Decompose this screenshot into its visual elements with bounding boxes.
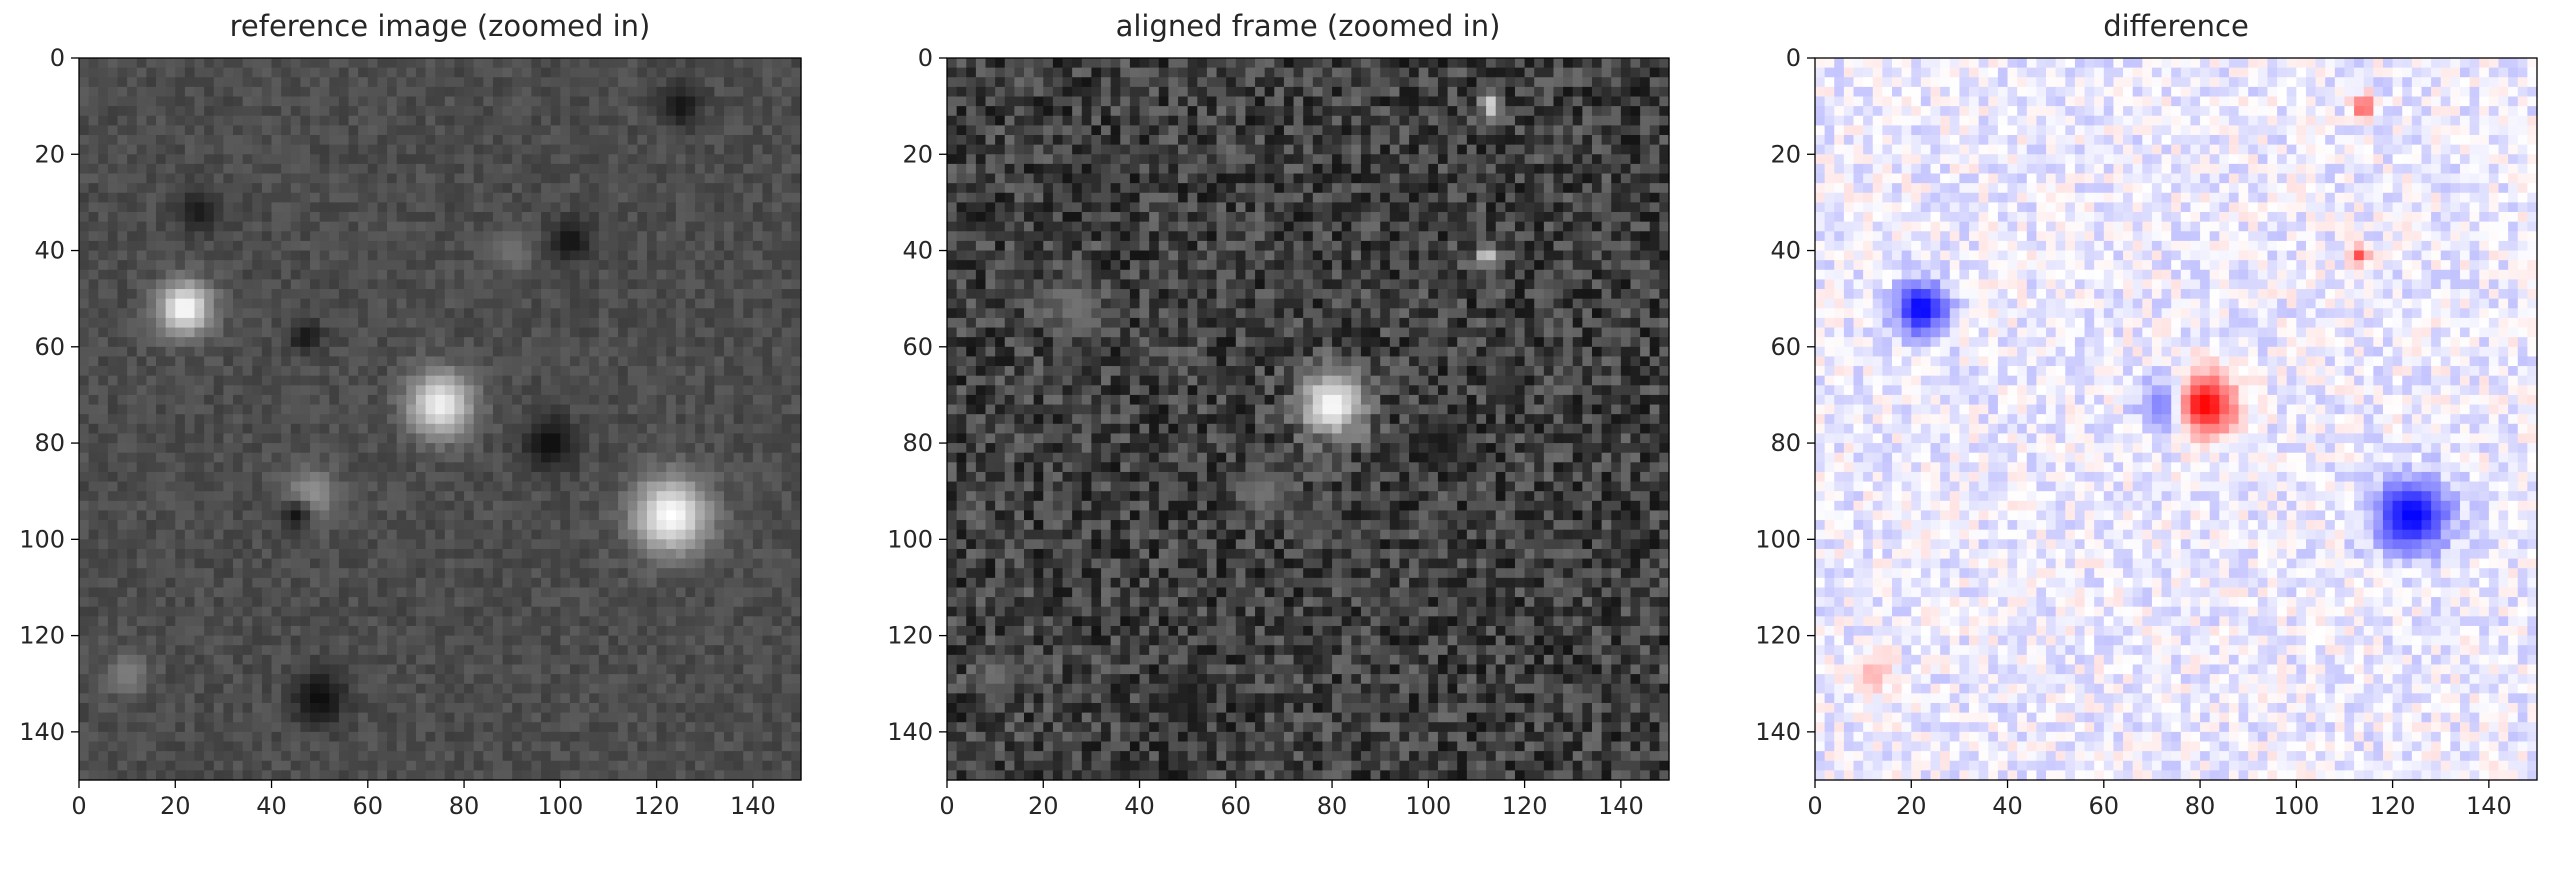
y-tick-label: 40	[34, 237, 65, 265]
y-tick-label: 40	[902, 237, 933, 265]
y-tick-label: 140	[1755, 718, 1801, 746]
panel-title: difference	[2103, 9, 2249, 43]
y-tick-label: 20	[34, 140, 65, 168]
y-tick-label: 0	[918, 44, 933, 72]
x-tick-label: 120	[2370, 792, 2416, 820]
y-tick-label: 0	[1786, 44, 1801, 72]
panel-2: aligned frame (zoomed in) 0 20 40 60 80 100 120…	[887, 9, 1670, 820]
x-tick-label: 20	[1896, 792, 1927, 820]
y-tick-label: 140	[19, 718, 65, 746]
y-tick-label: 20	[1770, 140, 1801, 168]
x-tick-label: 80	[449, 792, 480, 820]
x-tick-label: 120	[1502, 792, 1548, 820]
x-tick-label: 80	[2185, 792, 2216, 820]
x-tick-label: 20	[1028, 792, 1059, 820]
image-field	[79, 58, 802, 781]
y-tick-label: 80	[902, 429, 933, 457]
y-tick-label: 80	[34, 429, 65, 457]
y-tick-label: 100	[19, 525, 65, 553]
axes-frame	[78, 57, 802, 781]
panel-1: reference image (zoomed in) 0 20 40 60 80 100 1…	[19, 9, 802, 820]
y-tick-label: 120	[887, 622, 933, 650]
x-tick-label: 40	[1124, 792, 1155, 820]
y-tick-label: 140	[887, 718, 933, 746]
x-tick-label: 100	[1405, 792, 1451, 820]
x-tick-label: 100	[2273, 792, 2319, 820]
x-tick-label: 60	[2089, 792, 2120, 820]
x-tick-label: 20	[160, 792, 191, 820]
y-tick-label: 60	[34, 333, 65, 361]
panel-title: reference image (zoomed in)	[230, 9, 651, 43]
y-tick-label: 0	[50, 44, 65, 72]
y-tick-label: 100	[1755, 525, 1801, 553]
x-tick-label: 80	[1317, 792, 1348, 820]
x-tick-label: 140	[1598, 792, 1644, 820]
y-tick-label: 100	[887, 525, 933, 553]
axes-frame	[946, 57, 1670, 781]
y-tick-label: 20	[902, 140, 933, 168]
y-tick-label: 40	[1770, 237, 1801, 265]
x-tick-label: 100	[537, 792, 583, 820]
x-tick-label: 60	[353, 792, 384, 820]
x-tick-label: 0	[1807, 792, 1822, 820]
x-tick-label: 0	[939, 792, 954, 820]
y-tick-label: 60	[902, 333, 933, 361]
x-tick-label: 120	[634, 792, 680, 820]
image-field	[1815, 58, 2538, 781]
y-tick-label: 60	[1770, 333, 1801, 361]
x-tick-label: 140	[730, 792, 776, 820]
axes-frame	[1814, 57, 2538, 781]
x-tick-label: 40	[256, 792, 287, 820]
x-tick-label: 40	[1992, 792, 2023, 820]
panel-title: aligned frame (zoomed in)	[1116, 9, 1501, 43]
y-tick-label: 120	[1755, 622, 1801, 650]
x-tick-label: 0	[71, 792, 86, 820]
image-field	[947, 58, 1670, 781]
x-tick-label: 60	[1221, 792, 1252, 820]
y-tick-label: 120	[19, 622, 65, 650]
x-tick-label: 140	[2466, 792, 2512, 820]
y-tick-label: 80	[1770, 429, 1801, 457]
panel-3: difference 0 20 40 60 80 100 120 140 0 20 40 60 80 100…	[1755, 9, 2538, 820]
